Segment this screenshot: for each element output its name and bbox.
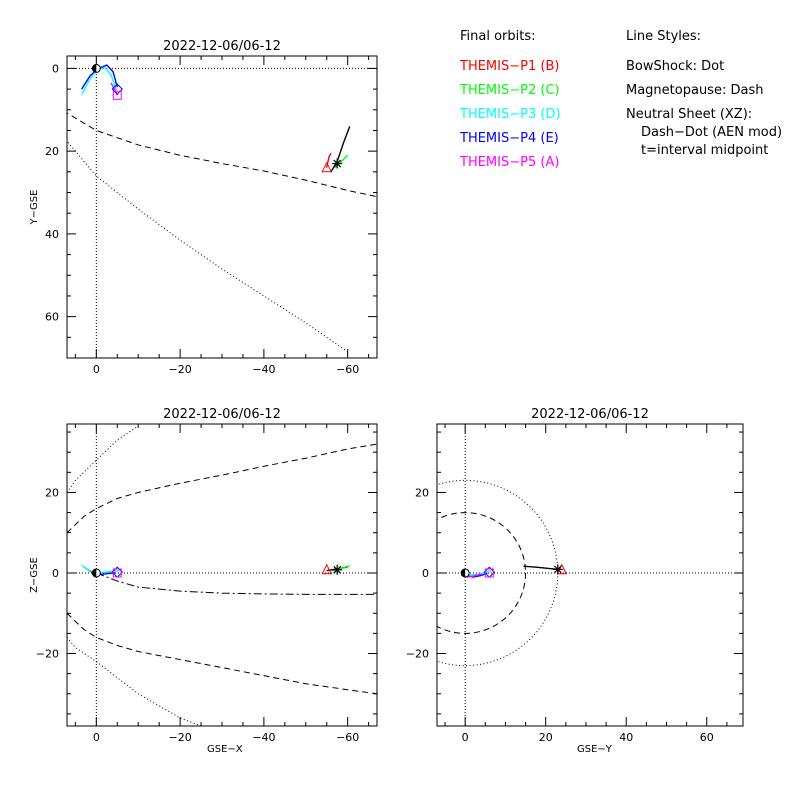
x-axis-label: GSE−X <box>207 744 243 755</box>
line-style-bowshock: BowShock: Dot <box>626 59 724 74</box>
plot-frame <box>436 423 744 727</box>
bowshock-line <box>67 140 348 353</box>
legend-probe-p5: THEMIS−P5 (A) <box>459 155 559 170</box>
probe-marker-triangle <box>321 563 333 575</box>
y-tick-label: 60 <box>45 311 59 324</box>
panel-1: 2022-12-06/06-12 0 −20 −40 −60 0 20 40 60 Y−GSE <box>29 39 378 376</box>
panel-title: 2022-12-06/06-12 <box>163 407 281 422</box>
line-style-midpoint-note: t=interval midpoint <box>641 143 768 158</box>
line-style-magnetopause: Magnetopause: Dash <box>626 83 763 98</box>
legend-probe-p3: THEMIS−P3 (D) <box>459 107 561 122</box>
x-tick-label: −20 <box>168 731 191 744</box>
legend-probe-p4: THEMIS−P4 (E) <box>459 131 559 146</box>
magnetopause-line <box>67 112 377 198</box>
x-tick-label: 0 <box>462 731 469 744</box>
y-axis-label: Y−GSE <box>29 190 40 226</box>
y-tick-label: 20 <box>45 145 59 158</box>
panel-data <box>67 63 377 353</box>
panel-title: 2022-12-06/06-12 <box>531 407 649 422</box>
panel-3: 2022-12-06/06-12 0 20 40 60 −20 0 20 GSE−Y <box>406 407 744 755</box>
orbit-track <box>523 565 558 571</box>
x-tick-label: 0 <box>93 363 100 376</box>
x-tick-label: −60 <box>336 731 359 744</box>
orbit-track <box>330 126 351 173</box>
probe-marker-triangle <box>321 161 333 173</box>
orbits-legend-title: Final orbits: <box>460 29 536 44</box>
x-tick-label: 40 <box>619 731 633 744</box>
x-tick-label: −40 <box>252 363 275 376</box>
x-tick-label: 20 <box>539 731 553 744</box>
probe-marker-square <box>112 90 122 100</box>
x-tick-label: 0 <box>93 731 100 744</box>
panel-data <box>67 425 377 726</box>
x-tick-label: −60 <box>336 363 359 376</box>
y-tick-label: 0 <box>422 567 429 580</box>
probe-marker-star <box>552 564 563 575</box>
bowshock-line <box>67 425 139 493</box>
panel-2: 2022-12-06/06-12 0 −20 −40 −60 −20 0 20 GSE−X Z−G… <box>29 407 378 755</box>
panel-data <box>437 479 568 667</box>
magnetopause-line <box>67 612 377 695</box>
y-tick-label: 0 <box>52 62 59 75</box>
y-tick-label: 0 <box>52 567 59 580</box>
plot-frame <box>66 55 378 359</box>
earth-night-side <box>92 64 97 73</box>
earth-night-side <box>92 568 97 577</box>
orbit-track <box>81 64 118 90</box>
y-axis-label: Z−GSE <box>29 557 40 593</box>
probe-marker-star <box>332 564 343 575</box>
y-tick-label: 20 <box>45 486 59 499</box>
probe-marker-square <box>484 568 494 578</box>
x-tick-label: −40 <box>252 731 275 744</box>
probe-marker-diamond <box>111 83 123 95</box>
magnetopause-line <box>67 443 377 534</box>
line-style-neutral-sheet: Neutral Sheet (XZ): <box>626 107 752 122</box>
x-axis-label: GSE−Y <box>577 744 613 755</box>
bowshock-line <box>67 637 202 726</box>
probe-marker-star <box>332 158 343 169</box>
y-tick-label: −20 <box>36 648 59 661</box>
line-styles-title: Line Styles: <box>626 29 701 44</box>
line-style-dash-dot: Dash−Dot (AEN mod) <box>641 125 782 140</box>
neutral-line <box>96 572 377 595</box>
legend-probe-p2: THEMIS−P2 (C) <box>459 83 560 98</box>
legend-probe-p1: THEMIS−P1 (B) <box>459 59 559 74</box>
y-tick-label: 20 <box>415 486 429 499</box>
y-tick-label: −20 <box>406 648 429 661</box>
y-tick-label: 40 <box>45 228 59 241</box>
panel-title: 2022-12-06/06-12 <box>163 39 281 54</box>
line-styles-legend: Line Styles: BowShock: Dot Magnetopause:… <box>626 29 782 158</box>
orbits-legend: Final orbits: THEMIS−P1 (B) THEMIS−P2 (C… <box>459 29 561 170</box>
earth-night-side <box>461 568 466 577</box>
x-tick-label: 60 <box>700 731 714 744</box>
x-tick-label: −20 <box>168 363 191 376</box>
probe-marker-square <box>112 568 122 578</box>
orbit-track <box>326 152 332 168</box>
magnetopause-circle <box>437 512 527 634</box>
